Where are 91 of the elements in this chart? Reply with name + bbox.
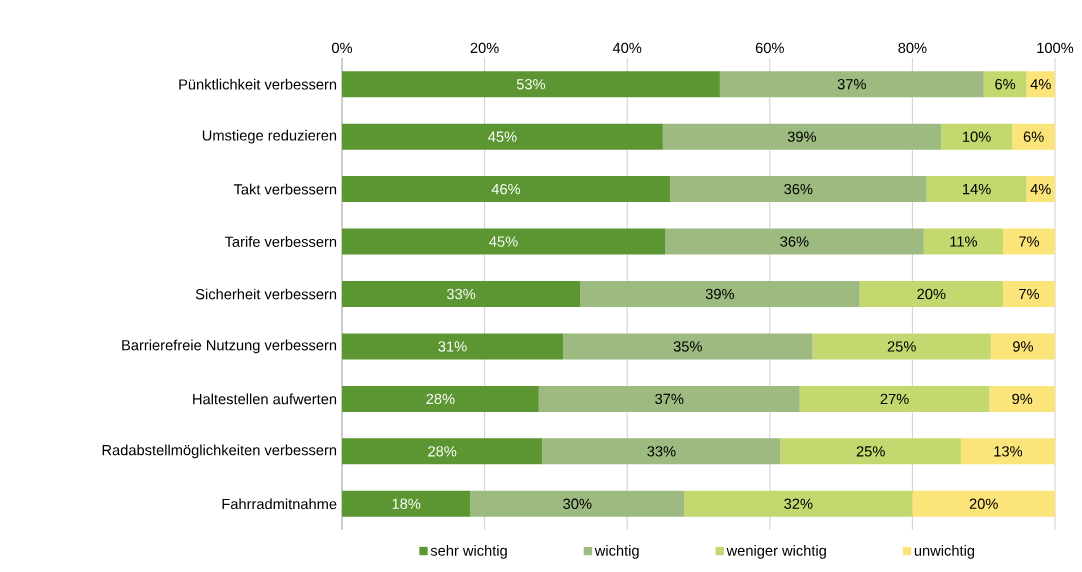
- y-tick-label: Umstiege reduzieren: [202, 129, 337, 144]
- data-label: 25%: [856, 446, 885, 457]
- data-label: 28%: [426, 393, 455, 405]
- x-tick-label: 60%: [755, 42, 784, 54]
- bar: [342, 228, 665, 255]
- data-label: 31%: [438, 341, 467, 352]
- bar: [580, 281, 860, 308]
- bar: [912, 490, 1055, 517]
- y-tick-label: Fahrradmitnahme: [222, 498, 337, 510]
- legend-label: wichtig: [594, 545, 639, 559]
- bar: [342, 123, 663, 150]
- bar: [923, 228, 1003, 255]
- y-tick-label: Radabstellmöglichkeiten verbessern: [102, 444, 337, 459]
- bar: [780, 438, 961, 465]
- data-label: 10%: [963, 131, 991, 142]
- data-label: 28%: [428, 446, 457, 457]
- data-label: 46%: [491, 183, 521, 195]
- bar: [342, 71, 720, 98]
- data-label: 14%: [963, 183, 991, 195]
- bar: [470, 490, 685, 517]
- bar: [983, 71, 1027, 98]
- data-label: 25%: [887, 341, 916, 352]
- data-label: 20%: [917, 288, 946, 300]
- data-label: 35%: [673, 341, 702, 352]
- bar: [563, 333, 813, 360]
- bar: [342, 281, 581, 308]
- x-tick-label: 0%: [331, 42, 353, 54]
- bar: [662, 123, 941, 150]
- data-label: 36%: [784, 183, 813, 195]
- data-label: 37%: [837, 79, 866, 90]
- y-tick-label: Takt verbessern: [233, 183, 337, 195]
- bar: [342, 176, 670, 203]
- data-label: 32%: [784, 498, 813, 509]
- bar: [989, 385, 1055, 412]
- data-label: 33%: [446, 288, 476, 300]
- bar: [669, 176, 927, 203]
- bar: [542, 438, 781, 465]
- data-label: 7%: [1019, 236, 1040, 247]
- data-label: 9%: [1013, 341, 1033, 352]
- data-label: 37%: [655, 393, 684, 405]
- data-label: 30%: [563, 498, 592, 509]
- legend-label: weniger wichtig: [726, 545, 826, 559]
- y-tick-label: Haltestellen aufwerten: [193, 393, 337, 405]
- data-label: 9%: [1012, 393, 1033, 405]
- y-tick-label: Sicherheit verbessern: [195, 288, 337, 300]
- bar: [1026, 71, 1055, 98]
- data-label: 39%: [705, 288, 735, 300]
- x-tick-label: 80%: [898, 42, 927, 54]
- y-tick-label: Barrierefreie Nutzung verbessern: [122, 339, 337, 354]
- data-label: 33%: [647, 446, 676, 457]
- bar: [926, 176, 1027, 203]
- bar: [684, 490, 913, 517]
- bar: [799, 385, 990, 412]
- bar: [859, 281, 1003, 308]
- bar: [990, 333, 1055, 360]
- data-label: 45%: [488, 131, 517, 142]
- x-tick-label: 40%: [612, 42, 642, 54]
- bar: [664, 228, 924, 255]
- data-label: 13%: [994, 446, 1023, 457]
- bar: [538, 385, 800, 412]
- bar: [1002, 228, 1055, 255]
- data-label: 11%: [950, 236, 977, 247]
- data-label: 18%: [392, 498, 421, 509]
- bar: [342, 385, 539, 412]
- x-tick-label: 20%: [470, 42, 499, 54]
- bar: [1026, 176, 1055, 203]
- bar: [1012, 123, 1055, 150]
- bar: [812, 333, 991, 360]
- y-tick-label: Pünktlichkeit verbessern: [179, 78, 337, 90]
- bar: [342, 438, 543, 465]
- bar: [342, 333, 564, 360]
- data-label: 20%: [969, 498, 998, 509]
- bar: [960, 438, 1055, 465]
- legend-label: unwichtig: [914, 545, 975, 559]
- bar: [719, 71, 984, 98]
- data-label: 27%: [880, 393, 909, 405]
- data-label: 4%: [1030, 183, 1051, 195]
- y-tick-label: Tarife verbessern: [224, 236, 337, 247]
- data-label: 36%: [780, 236, 809, 247]
- data-label: 6%: [995, 79, 1016, 90]
- bar: [940, 123, 1013, 150]
- data-label: 6%: [1023, 131, 1044, 142]
- legend-label: sehr wichtig: [430, 545, 507, 559]
- bar: [1002, 281, 1055, 308]
- data-label: 39%: [787, 131, 817, 142]
- data-label: 4%: [1030, 79, 1051, 90]
- x-tick-label: 100%: [1037, 42, 1074, 54]
- bar: [342, 490, 471, 517]
- data-label: 45%: [489, 236, 518, 247]
- data-label: 53%: [516, 79, 546, 90]
- data-label: 7%: [1019, 288, 1040, 300]
